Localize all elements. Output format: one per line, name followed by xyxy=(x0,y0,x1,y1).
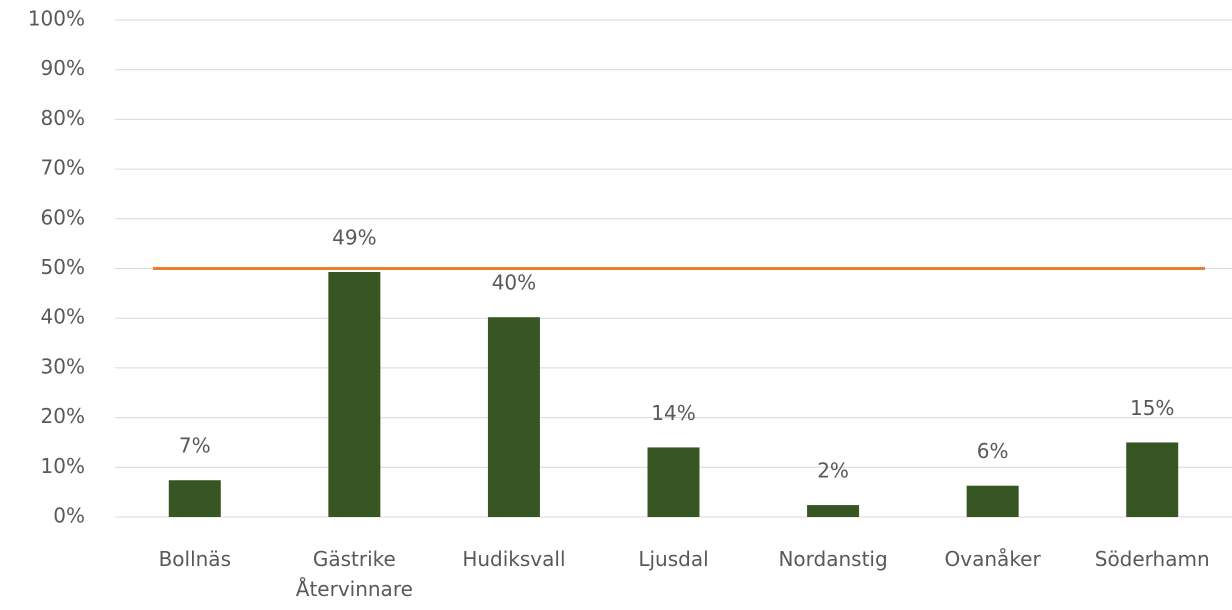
bar xyxy=(807,505,860,517)
y-tick-label: 30% xyxy=(41,354,85,378)
y-tick-label: 40% xyxy=(41,305,85,329)
x-tick-label: Bollnäs xyxy=(158,547,231,571)
bar xyxy=(487,317,540,517)
data-label: 2% xyxy=(817,459,849,483)
bar xyxy=(1126,442,1179,517)
x-tick-label: Ovanåker xyxy=(944,547,1041,571)
data-label: 7% xyxy=(179,434,211,458)
y-tick-label: 70% xyxy=(41,156,85,180)
bar xyxy=(966,485,1019,517)
data-label: 40% xyxy=(492,271,536,295)
data-label: 15% xyxy=(1130,396,1174,420)
x-tick-label: Nordanstig xyxy=(778,547,888,571)
data-label: 14% xyxy=(651,401,695,425)
x-tick-label: Gästrike Återvinnare xyxy=(295,547,413,601)
y-tick-label: 10% xyxy=(41,454,85,478)
y-tick-label: 60% xyxy=(41,205,85,229)
y-tick-label: 20% xyxy=(41,404,85,428)
y-tick-label: 100% xyxy=(28,7,85,31)
y-tick-label: 80% xyxy=(41,106,85,130)
x-tick-label: Ljusdal xyxy=(638,547,709,571)
y-tick-label: 50% xyxy=(41,255,85,279)
bar xyxy=(328,271,381,517)
bar xyxy=(647,447,700,517)
x-tick-label: Söderhamn xyxy=(1094,547,1210,571)
bar xyxy=(168,480,221,517)
y-tick-label: 90% xyxy=(41,56,85,80)
x-tick-label: Hudiksvall xyxy=(462,547,566,571)
y-tick-label: 0% xyxy=(53,504,85,528)
data-label: 49% xyxy=(332,225,376,249)
data-label: 6% xyxy=(977,439,1009,463)
